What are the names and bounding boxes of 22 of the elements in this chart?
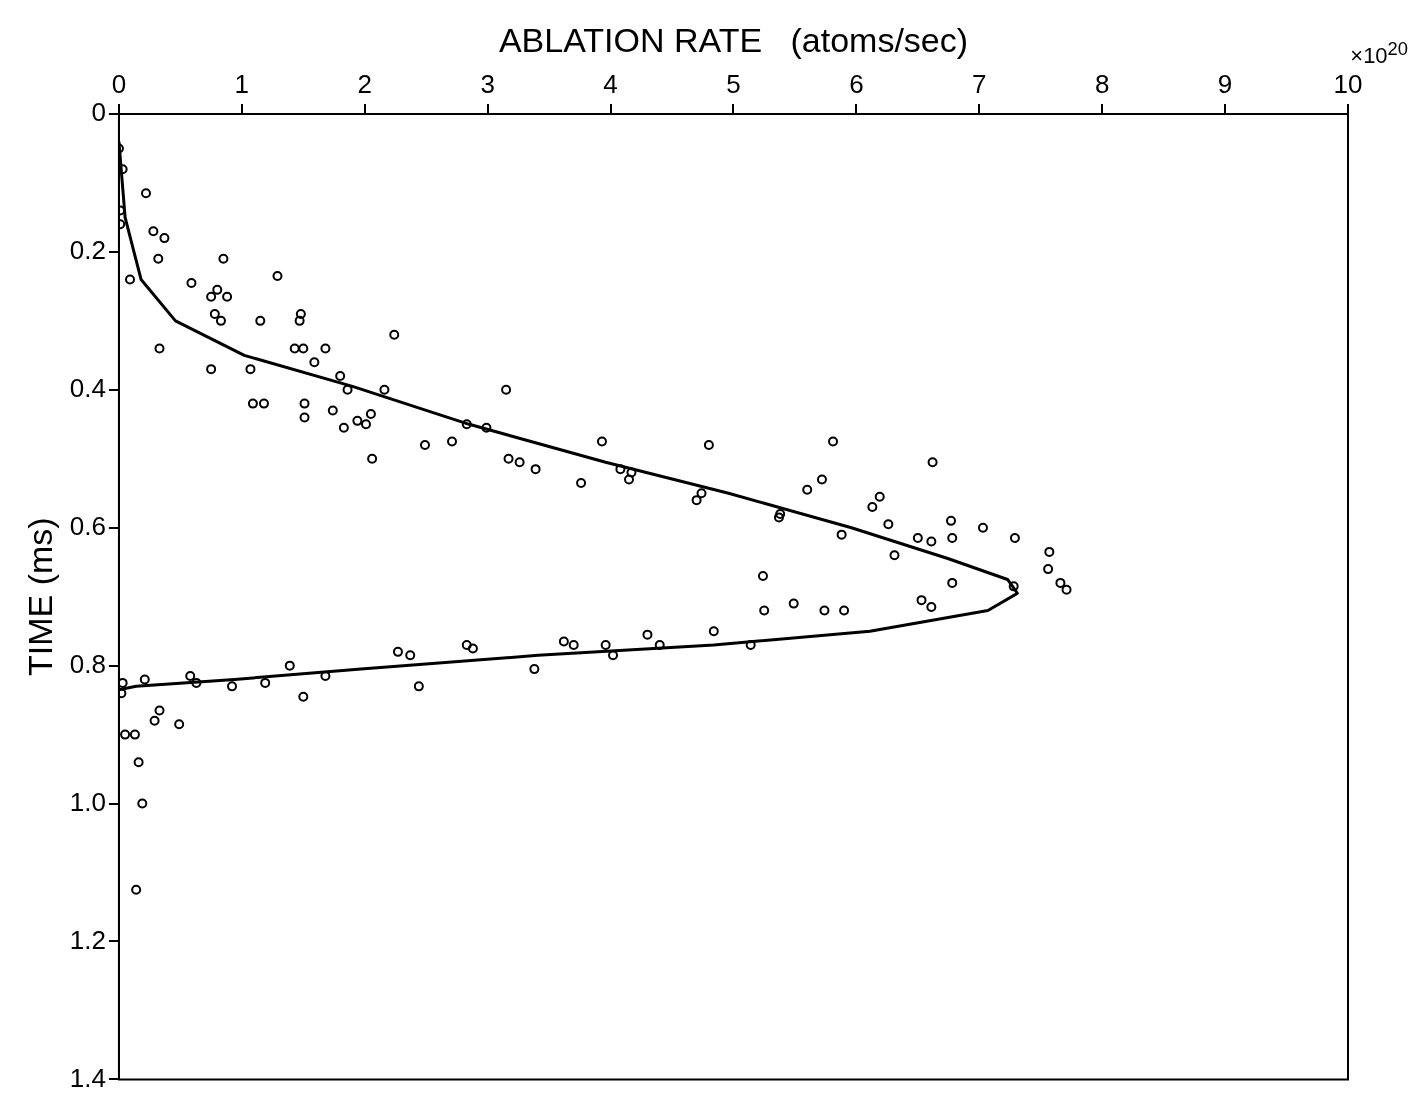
x-axis-title: ABLATION RATE (atoms/sec)	[498, 20, 969, 59]
y-tick-label: 0	[91, 97, 106, 128]
y-tick-label: 0.2	[69, 235, 106, 266]
x-tick-label: 7	[972, 68, 987, 99]
y-tick-label: 0.6	[69, 510, 106, 541]
y-tick-label: 1.0	[69, 786, 106, 817]
y-axis-title: TIME (ms)	[20, 517, 59, 677]
y-tick-label: 1.2	[69, 924, 106, 955]
text: ×10$^{20}$	[1350, 38, 1408, 70]
y-tick-label: 0.4	[69, 373, 106, 403]
x-tick-label: 5	[726, 68, 741, 99]
x-tick-label: 0	[111, 68, 127, 99]
y-tick-label: 0.8	[69, 648, 106, 679]
x-tick-label: 9	[1217, 68, 1233, 99]
x-tick-label: 4	[603, 68, 618, 99]
x-tick-label: 8	[1094, 68, 1110, 99]
x-tick-label: 10	[1333, 68, 1363, 99]
x-tick-label: 6	[849, 68, 864, 99]
x-tick-label: 1	[234, 68, 250, 99]
y-tick-label: 1.4	[69, 1062, 106, 1093]
x-tick-label: 2	[357, 68, 372, 99]
x-tick-label: 3	[480, 68, 495, 99]
